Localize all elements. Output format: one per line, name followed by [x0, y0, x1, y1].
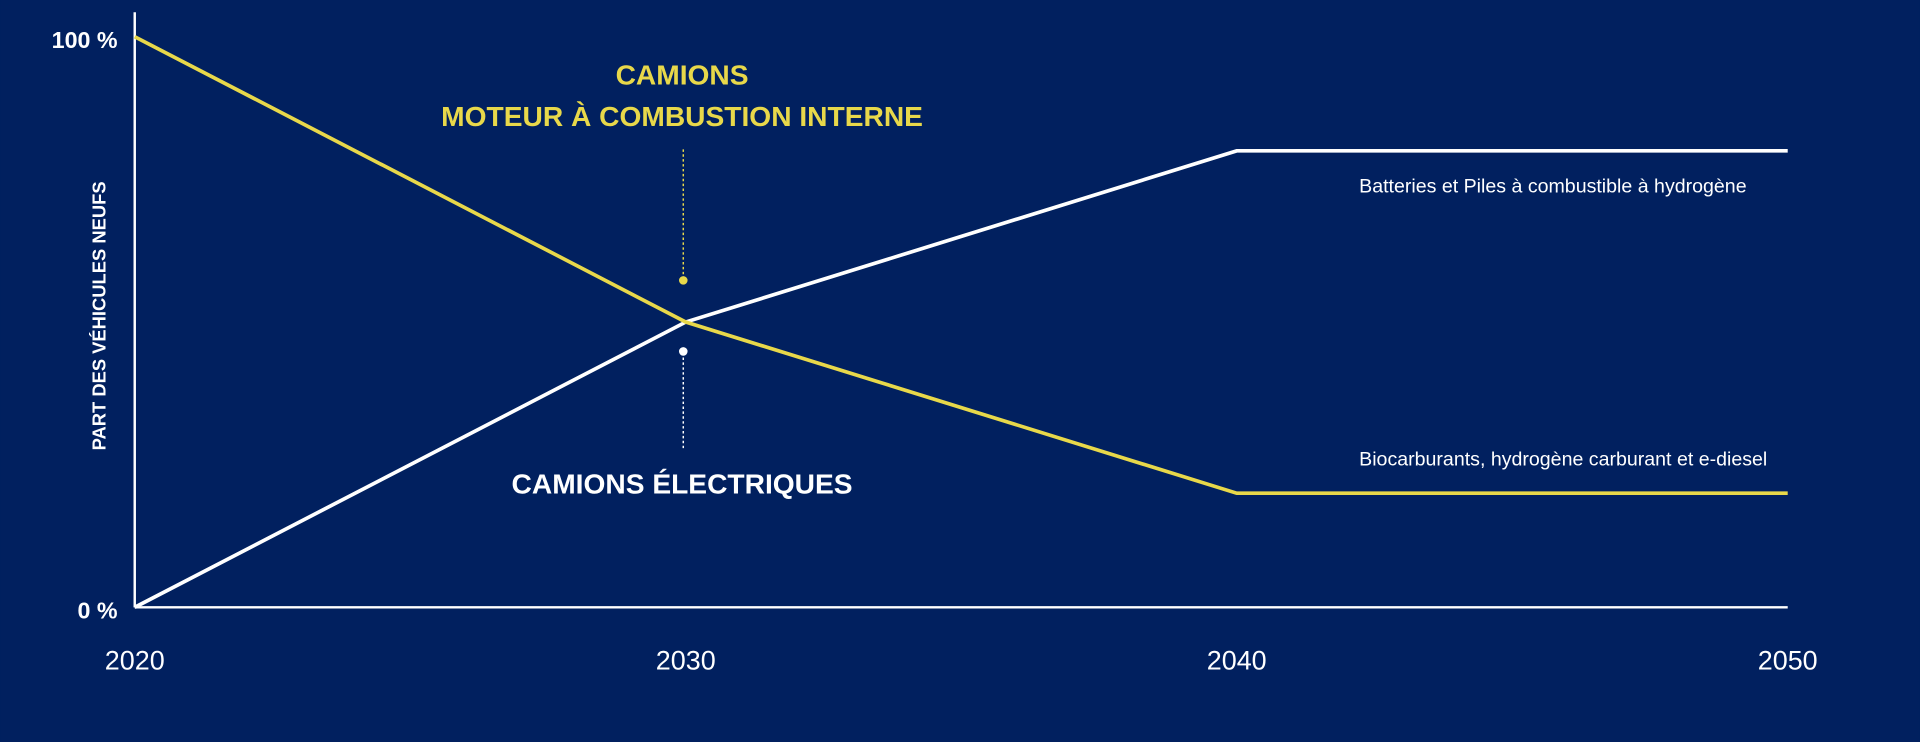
x-tick-label: 2020: [105, 646, 165, 676]
y-tick-label: 0 %: [78, 597, 118, 623]
line: [133, 35, 1788, 496]
x-tick-label: 2030: [656, 646, 716, 676]
y-axis-label: PART DES VÉHICULES NEUFS: [88, 181, 109, 450]
line: [133, 149, 1788, 609]
x-tick-label: 2050: [1758, 646, 1818, 676]
series-label: Biocarburants, hydrogène carburant et e-…: [1359, 449, 1767, 471]
annotation: CAMIONS: [616, 60, 749, 91]
annotation: CAMIONS ÉLECTRIQUES: [512, 469, 853, 500]
y-tick-label: 100 %: [52, 27, 118, 53]
leader-dot: [678, 276, 688, 285]
x-tick-label: 2040: [1207, 646, 1267, 676]
leader-dot: [678, 347, 688, 356]
annotation: MOTEUR À COMBUSTION INTERNE: [441, 101, 923, 132]
series-label: Batteries et Piles à combustible à hydro…: [1359, 176, 1747, 198]
